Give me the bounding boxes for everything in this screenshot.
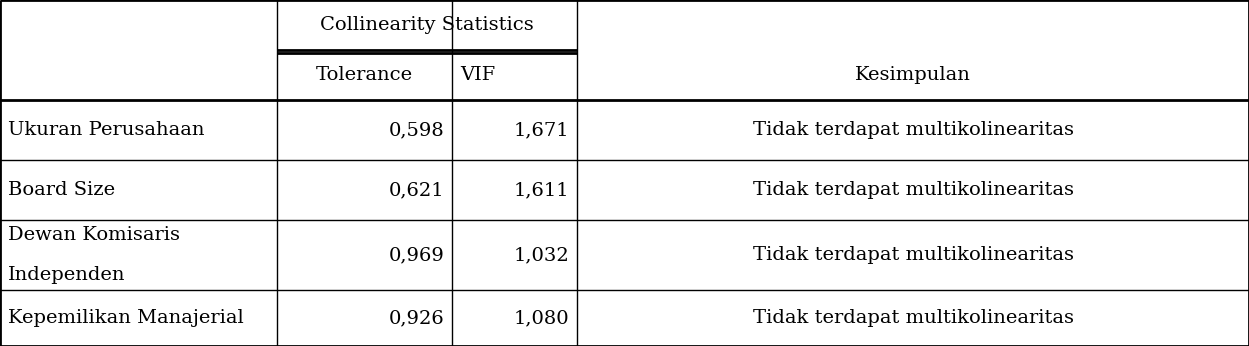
Text: Kesimpulan: Kesimpulan [856, 66, 970, 84]
Text: 1,080: 1,080 [513, 309, 570, 327]
Text: Tidak terdapat multikolinearitas: Tidak terdapat multikolinearitas [752, 121, 1074, 139]
Text: Kepemilikan Manajerial: Kepemilikan Manajerial [7, 309, 244, 327]
Text: VIF: VIF [460, 66, 496, 84]
Text: Tidak terdapat multikolinearitas: Tidak terdapat multikolinearitas [752, 181, 1074, 199]
Text: 1,032: 1,032 [513, 246, 570, 264]
Text: Board Size: Board Size [7, 181, 115, 199]
Text: Tidak terdapat multikolinearitas: Tidak terdapat multikolinearitas [752, 246, 1074, 264]
Text: 0,598: 0,598 [388, 121, 445, 139]
Text: Dewan Komisaris: Dewan Komisaris [7, 226, 180, 244]
Text: 0,926: 0,926 [388, 309, 445, 327]
Text: Ukuran Perusahaan: Ukuran Perusahaan [7, 121, 205, 139]
Text: Tolerance: Tolerance [316, 66, 413, 84]
Text: 0,621: 0,621 [388, 181, 445, 199]
Text: 1,611: 1,611 [513, 181, 570, 199]
Text: Independen: Independen [7, 266, 125, 284]
Text: Collinearity Statistics: Collinearity Statistics [320, 16, 535, 34]
Text: 1,671: 1,671 [513, 121, 570, 139]
Text: Tidak terdapat multikolinearitas: Tidak terdapat multikolinearitas [752, 309, 1074, 327]
Text: 0,969: 0,969 [388, 246, 445, 264]
